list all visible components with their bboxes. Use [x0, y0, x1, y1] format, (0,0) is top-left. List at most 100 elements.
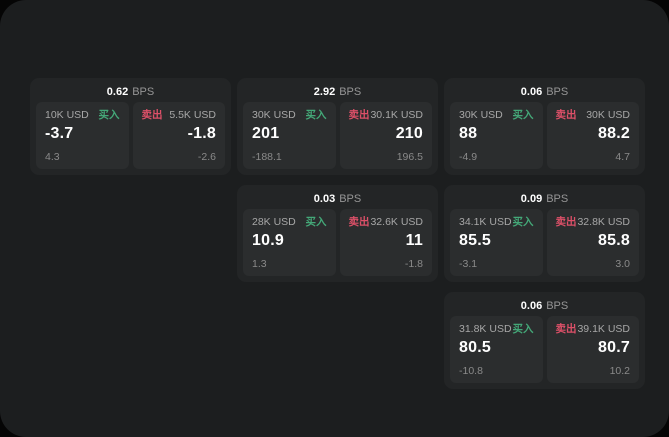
sell-pane-top: 卖出 30.1K USD [349, 109, 424, 122]
bps-header: 0.06 BPS [450, 296, 639, 316]
sell-delta: -2.6 [197, 151, 216, 163]
bps-unit-label: BPS [546, 300, 569, 312]
sell-pane-top: 卖出 30K USD [556, 109, 631, 122]
buy-label: 买入 [512, 323, 534, 335]
sell-label: 卖出 [555, 109, 577, 121]
buy-label: 买入 [305, 109, 327, 121]
buy-delta: -188.1 [252, 151, 282, 163]
buy-price: 80.5 [459, 339, 491, 356]
sell-size: 32.8K USD [577, 216, 630, 228]
buy-size: 30K USD [252, 109, 296, 121]
sell-label: 卖出 [348, 109, 370, 121]
buy-pane-top: 28K USD 买入 [252, 216, 327, 229]
sell-price: 80.7 [598, 339, 630, 356]
bps-value: 0.62 [106, 86, 129, 98]
buy-pane-top: 10K USD 买入 [45, 109, 120, 122]
buy-pane[interactable]: 31.8K USD 买入 80.5 -10.8 [450, 316, 543, 383]
bps-unit-label: BPS [546, 193, 569, 205]
bps-value: 2.92 [313, 86, 336, 98]
buy-pane-top: 30K USD 买入 [252, 109, 327, 122]
sell-delta: 10.2 [609, 365, 630, 377]
sell-pane[interactable]: 卖出 5.5K USD -1.8 -2.6 [132, 102, 225, 169]
buy-delta: -10.8 [459, 365, 483, 377]
buy-label: 买入 [98, 109, 120, 121]
sell-pane-top: 卖出 39.1K USD [556, 323, 631, 336]
buy-size: 30K USD [459, 109, 503, 121]
sell-delta: 3.0 [615, 258, 630, 270]
sell-label: 卖出 [348, 216, 370, 228]
sell-delta: 4.7 [615, 151, 630, 163]
sell-delta: 196.5 [396, 151, 423, 163]
quote-card: 0.03 BPS 28K USD 买入 10.9 1.3 卖出 32.6K USD [237, 185, 438, 282]
buy-pane[interactable]: 28K USD 买入 10.9 1.3 [243, 209, 336, 276]
bps-header: 2.92 BPS [243, 82, 432, 102]
buy-size: 10K USD [45, 109, 89, 121]
bps-unit-label: BPS [132, 86, 155, 98]
buy-delta: -4.9 [459, 151, 478, 163]
quote-card-grid: 0.62 BPS 10K USD 买入 -3.7 4.3 卖出 5.5K USD [30, 78, 645, 389]
quote-card-body: 34.1K USD 买入 85.5 -3.1 卖出 32.8K USD 85.8… [450, 209, 639, 276]
sell-size: 39.1K USD [577, 323, 630, 335]
quote-card-body: 30K USD 买入 88 -4.9 卖出 30K USD 88.2 4.7 [450, 102, 639, 169]
bps-header: 0.06 BPS [450, 82, 639, 102]
buy-size: 34.1K USD [459, 216, 512, 228]
buy-delta: 4.3 [45, 151, 60, 163]
sell-size: 5.5K USD [169, 109, 216, 121]
sell-pane-top: 卖出 32.6K USD [349, 216, 424, 229]
buy-label: 买入 [512, 109, 534, 121]
bps-unit-label: BPS [339, 193, 362, 205]
buy-delta: -3.1 [459, 258, 478, 270]
buy-pane[interactable]: 30K USD 买入 88 -4.9 [450, 102, 543, 169]
buy-price: 85.5 [459, 232, 491, 249]
bps-value: 0.03 [313, 193, 336, 205]
sell-price: 210 [395, 125, 423, 142]
buy-pane-top: 34.1K USD 买入 [459, 216, 534, 229]
bps-unit-label: BPS [546, 86, 569, 98]
buy-pane[interactable]: 34.1K USD 买入 85.5 -3.1 [450, 209, 543, 276]
sell-size: 30K USD [586, 109, 630, 121]
buy-size: 28K USD [252, 216, 296, 228]
buy-pane-top: 30K USD 买入 [459, 109, 534, 122]
buy-price: 88 [459, 125, 478, 142]
sell-label: 卖出 [555, 323, 577, 335]
bps-unit-label: BPS [339, 86, 362, 98]
sell-pane[interactable]: 卖出 32.6K USD 11 -1.8 [339, 209, 432, 276]
bps-header: 0.09 BPS [450, 189, 639, 209]
sell-size: 30.1K USD [370, 109, 423, 121]
sell-pane[interactable]: 卖出 32.8K USD 85.8 3.0 [546, 209, 639, 276]
bps-header: 0.03 BPS [243, 189, 432, 209]
sell-delta: -1.8 [404, 258, 423, 270]
sell-size: 32.6K USD [370, 216, 423, 228]
buy-pane[interactable]: 10K USD 买入 -3.7 4.3 [36, 102, 129, 169]
sell-pane[interactable]: 卖出 30K USD 88.2 4.7 [546, 102, 639, 169]
quote-card-body: 31.8K USD 买入 80.5 -10.8 卖出 39.1K USD 80.… [450, 316, 639, 383]
quote-card: 2.92 BPS 30K USD 买入 201 -188.1 卖出 30.1K U… [237, 78, 438, 175]
buy-delta: 1.3 [252, 258, 267, 270]
sell-price: 85.8 [598, 232, 630, 249]
sell-pane-top: 卖出 5.5K USD [142, 109, 217, 122]
buy-size: 31.8K USD [459, 323, 512, 335]
quote-card: 0.09 BPS 34.1K USD 买入 85.5 -3.1 卖出 32.8K … [444, 185, 645, 282]
buy-pane-top: 31.8K USD 买入 [459, 323, 534, 336]
buy-label: 买入 [512, 216, 534, 228]
quote-card: 0.06 BPS 30K USD 买入 88 -4.9 卖出 30K USD [444, 78, 645, 175]
buy-price: 10.9 [252, 232, 284, 249]
sell-pane[interactable]: 卖出 30.1K USD 210 196.5 [339, 102, 432, 169]
quote-card: 0.06 BPS 31.8K USD 买入 80.5 -10.8 卖出 39.1K… [444, 292, 645, 389]
quote-card-body: 10K USD 买入 -3.7 4.3 卖出 5.5K USD -1.8 -2.… [36, 102, 225, 169]
buy-price: -3.7 [45, 125, 74, 142]
quote-card: 0.62 BPS 10K USD 买入 -3.7 4.3 卖出 5.5K USD [30, 78, 231, 175]
buy-pane[interactable]: 30K USD 买入 201 -188.1 [243, 102, 336, 169]
sell-pane[interactable]: 卖出 39.1K USD 80.7 10.2 [546, 316, 639, 383]
sell-price: 88.2 [598, 125, 630, 142]
bps-value: 0.06 [520, 86, 543, 98]
buy-label: 买入 [305, 216, 327, 228]
bps-value: 0.09 [520, 193, 543, 205]
bps-header: 0.62 BPS [36, 82, 225, 102]
sell-price: 11 [405, 232, 423, 249]
sell-pane-top: 卖出 32.8K USD [556, 216, 631, 229]
sell-price: -1.8 [187, 125, 216, 142]
quote-card-body: 28K USD 买入 10.9 1.3 卖出 32.6K USD 11 -1.8 [243, 209, 432, 276]
sell-label: 卖出 [141, 109, 163, 121]
